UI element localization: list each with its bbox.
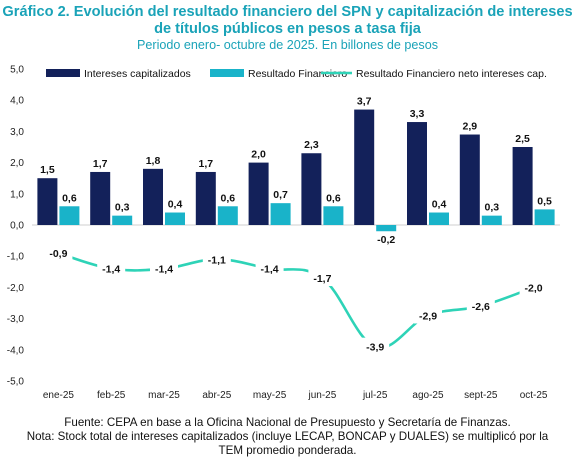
legend-swatch-intereses: [46, 69, 80, 77]
bar-resultado-label: 0,6: [326, 192, 341, 204]
bar-intereses-label: 3,3: [410, 108, 425, 120]
bar-intereses-label: 1,5: [40, 164, 55, 176]
bar-resultado-label: 0,4: [168, 199, 183, 211]
bar-resultado-label: 0,7: [273, 189, 288, 201]
point-label: -2,6: [472, 301, 490, 313]
bar-intereses-label: 2,3: [304, 139, 319, 151]
y-tick-label: -4,0: [7, 345, 25, 356]
bar-intereses-capitalizados: [301, 153, 322, 225]
bar-resultado-financiero: [217, 206, 238, 225]
x-tick-label: ago-25: [412, 390, 444, 401]
point-label-box: [308, 269, 337, 287]
point-label-box: [97, 259, 126, 277]
x-tick-label: jun-25: [307, 390, 336, 401]
bar-intereses-capitalizados: [195, 171, 216, 225]
bar-intereses-capitalizados: [512, 147, 533, 225]
y-tick-label: -1,0: [7, 252, 25, 263]
legend-label-intereses: Intereses capitalizados: [84, 68, 191, 80]
bar-resultado-label: 0,6: [220, 192, 235, 204]
y-tick-label: 3,0: [10, 127, 24, 138]
x-tick-label: sept-25: [464, 390, 498, 401]
point-label: -1,4: [155, 264, 173, 276]
x-tick-label: jul-25: [362, 390, 388, 401]
bar-intereses-capitalizados: [459, 134, 480, 225]
bar-intereses-label: 2,9: [462, 121, 477, 133]
point-label-box: [150, 259, 178, 277]
legend-label-neto: Resultado Financiero neto intereses cap.: [356, 68, 547, 80]
bar-resultado-financiero: [534, 209, 555, 225]
bar-resultado-financiero: [112, 215, 133, 225]
footer-note-line2: TEM promedio ponderada.: [218, 444, 357, 457]
chart-title-line2: de títulos públicos en pesos a tasa fija: [154, 21, 421, 37]
point-label-box: [414, 306, 442, 324]
y-tick-label: 0,0: [10, 221, 24, 232]
bar-resultado-label: 0,5: [537, 195, 552, 207]
bar-resultado-label: 0,3: [115, 202, 130, 214]
point-label-box: [466, 297, 495, 315]
y-tick-label: -2,0: [7, 283, 25, 294]
x-tick-label: oct-25: [520, 390, 548, 401]
y-tick-label: 1,0: [10, 189, 24, 200]
bar-intereses-capitalizados: [143, 168, 163, 225]
bar-resultado-label: 0,3: [484, 202, 499, 214]
bar-intereses-label: 1,7: [198, 158, 213, 170]
y-tick-label: 4,0: [10, 96, 24, 107]
bar-resultado-financiero: [376, 225, 397, 232]
bar-intereses-capitalizados: [354, 109, 375, 225]
footer-note-line1: Nota: Stock total de intereses capitaliz…: [26, 430, 549, 443]
y-tick-label: -3,0: [7, 314, 25, 325]
bar-intereses-label: 1,7: [93, 158, 108, 170]
y-tick-label: 2,0: [10, 158, 24, 169]
bar-intereses-label: 2,0: [251, 149, 266, 161]
bar-resultado-financiero: [270, 203, 291, 225]
point-label-box: [519, 278, 548, 296]
point-label-box: [361, 337, 390, 355]
chart-title-line1: Gráfico 2. Evolución del resultado finan…: [2, 4, 573, 20]
bar-intereses-capitalizados: [248, 162, 269, 225]
point-label: -1,4: [102, 264, 120, 276]
bar-intereses-capitalizados: [90, 171, 111, 225]
point-label: -2,9: [419, 310, 437, 322]
bar-resultado-label: 0,6: [62, 192, 77, 204]
point-label-box: [202, 250, 231, 268]
point-label: -0,9: [49, 248, 67, 260]
bar-resultado-label: 0,4: [432, 199, 447, 211]
bar-intereses-label: 1,8: [146, 155, 161, 167]
bar-intereses-label: 3,7: [357, 96, 372, 108]
bar-resultado-financiero: [165, 212, 185, 225]
legend-swatch-resultado: [210, 69, 244, 77]
x-tick-label: abr-25: [202, 390, 231, 401]
bar-resultado-financiero: [59, 206, 80, 225]
bar-resultado-financiero: [481, 215, 502, 225]
line-resultado-neto: [58, 251, 535, 349]
point-label: -1,1: [208, 254, 226, 266]
x-tick-label: ene-25: [43, 390, 75, 401]
point-label: -1,4: [261, 264, 279, 276]
bar-resultado-financiero: [429, 212, 449, 225]
point-label: -3,9: [366, 342, 384, 354]
chart-subtitle: Periodo enero- octubre de 2025. En billo…: [136, 38, 439, 52]
bar-intereses-capitalizados: [407, 122, 427, 225]
point-label: -2,0: [525, 282, 543, 294]
x-tick-label: may-25: [253, 390, 287, 401]
bar-intereses-label: 2,5: [515, 133, 530, 145]
point-label: -1,7: [313, 273, 331, 285]
x-tick-label: feb-25: [97, 390, 126, 401]
chart-svg: 5,0 4,0 3,0 2,0 1,0 0,0 -1,0 -2,0 -3,0 -4,0 -5,0 1,…: [7, 65, 560, 401]
y-tick-label: -5,0: [7, 377, 25, 388]
bar-intereses-capitalizados: [37, 178, 58, 225]
point-label-box: [44, 244, 73, 262]
point-label-box: [255, 259, 284, 277]
legend-label-resultado: Resultado Financiero: [248, 68, 347, 80]
x-tick-label: mar-25: [148, 390, 180, 401]
bar-resultado-financiero: [323, 206, 344, 225]
footer-source: Fuente: CEPA en base a la Oficina Nacion…: [64, 416, 511, 429]
bar-resultado-label: -0,2: [377, 234, 395, 246]
y-tick-label: 5,0: [10, 65, 24, 76]
